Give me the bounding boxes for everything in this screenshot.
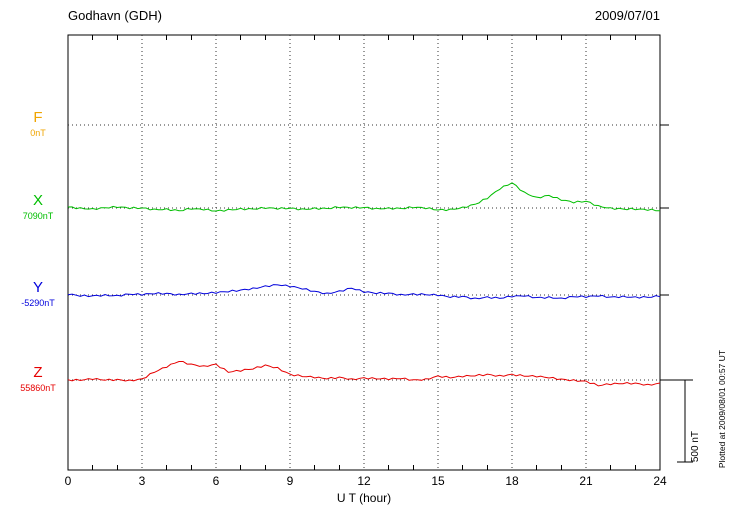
channel-offset-Y: -5290nT [21,298,55,308]
plot-date: 2009/07/01 [594,8,660,23]
x-tick-label-9: 9 [286,474,294,488]
x-tick-label-3: 3 [138,474,146,488]
channel-letter-Y: Y [32,279,43,296]
x-tick-label-12: 12 [357,474,371,488]
channel-letter-Z: Z [33,364,43,381]
x-tick-label-0: 0 [64,474,72,488]
trace-X [67,182,661,212]
x-tick-label-21: 21 [579,474,593,488]
trace-Z [67,361,661,387]
scale-bar-label: 500 nT [690,430,701,462]
channel-letter-X: X [32,192,43,209]
plot-border [67,34,661,471]
plotted-at-note: Plotted at 2009/08/01 00:57 UT [717,349,727,468]
x-tick-label-24: 24 [653,474,667,488]
trace-Y [67,284,661,300]
channel-offset-Z: 55860nT [20,383,56,393]
channel-offset-X: 7090nT [22,211,54,221]
x-tick-label-6: 6 [212,474,220,488]
x-tick-label-18: 18 [505,474,519,488]
channel-letter-F: F [33,109,43,126]
x-tick-label-15: 15 [431,474,445,488]
x-axis-label: U T (hour) [336,491,392,505]
channel-offset-F: 0nT [30,128,46,138]
station-title: Godhavn (GDH) [68,8,162,23]
